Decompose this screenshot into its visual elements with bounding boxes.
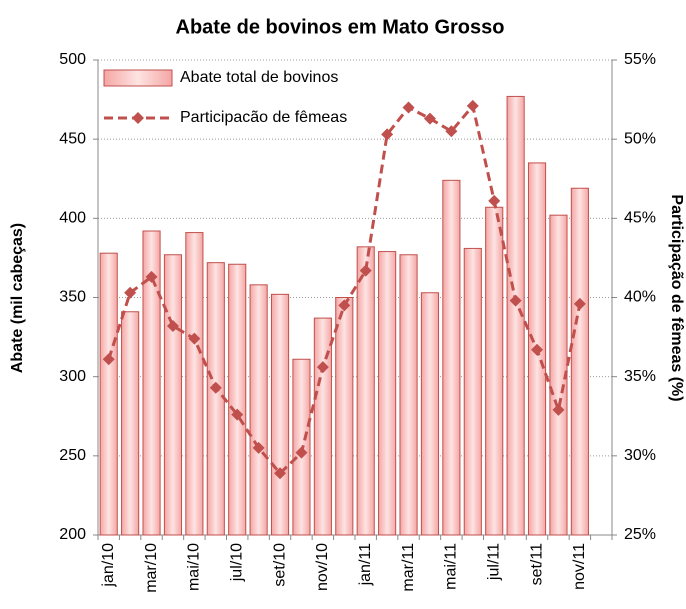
marker xyxy=(445,125,458,138)
y-tick-label: 200 xyxy=(59,526,86,543)
marker xyxy=(573,297,586,310)
y2-tick-label: 55% xyxy=(624,51,656,68)
bar xyxy=(420,292,440,536)
marker xyxy=(338,299,351,312)
bar xyxy=(442,179,461,536)
x-tick-label: mai/11 xyxy=(443,543,460,590)
y2-tick-label: 35% xyxy=(624,368,656,385)
x-tick-label: mar/11 xyxy=(400,543,417,592)
y2-tick-label: 40% xyxy=(624,289,656,306)
bar xyxy=(463,247,482,536)
bar xyxy=(228,263,247,536)
y2-tick-label: 30% xyxy=(624,447,656,464)
y-axis-title: Abate (mil cabeças) xyxy=(9,223,26,373)
x-tick-label: jul/11 xyxy=(485,543,502,581)
y-tick-label: 350 xyxy=(59,289,86,306)
marker xyxy=(402,101,415,114)
bar xyxy=(335,297,354,536)
bar xyxy=(378,251,397,536)
marker xyxy=(552,403,565,416)
marker xyxy=(381,128,394,141)
marker xyxy=(145,270,158,283)
legend-swatch xyxy=(103,69,173,87)
x-tick-label: jan/11 xyxy=(357,543,374,587)
bar xyxy=(570,187,589,536)
bar xyxy=(206,262,225,536)
bar xyxy=(485,206,504,536)
legend-label: Abate total de bovinos xyxy=(180,69,338,86)
legend-marker xyxy=(132,112,144,124)
marker xyxy=(295,446,308,459)
marker xyxy=(166,320,179,332)
bar xyxy=(506,95,525,536)
bar xyxy=(185,232,204,536)
x-tick-label: set/10 xyxy=(271,543,288,587)
bar xyxy=(99,252,118,536)
bar xyxy=(270,293,290,536)
y-tick-label: 500 xyxy=(59,51,86,68)
y2-axis-title: Participação de fêmeas (%) xyxy=(668,194,685,401)
bar xyxy=(399,254,418,536)
marker xyxy=(124,286,137,299)
x-tick-label: mai/10 xyxy=(186,543,203,591)
bar xyxy=(313,317,332,536)
bar xyxy=(121,311,140,536)
marker xyxy=(423,112,436,125)
bar xyxy=(249,284,268,536)
marker xyxy=(274,467,287,480)
marker xyxy=(509,294,522,307)
marker xyxy=(102,353,115,366)
marker xyxy=(359,264,372,277)
marker xyxy=(231,408,244,421)
y2-tick-label: 25% xyxy=(624,526,656,543)
x-tick-label: set/11 xyxy=(528,543,545,586)
x-tick-label: nov/11 xyxy=(571,543,588,590)
y-tick-label: 250 xyxy=(59,447,86,464)
x-tick-label: nov/10 xyxy=(314,543,331,591)
bar xyxy=(142,230,161,536)
y-tick-label: 450 xyxy=(59,130,86,147)
marker xyxy=(488,194,501,207)
y-tick-label: 400 xyxy=(59,210,86,227)
x-tick-label: jan/10 xyxy=(100,543,117,588)
bar xyxy=(549,214,568,536)
marker xyxy=(188,332,201,345)
legend-label: Participacão de fêmeas xyxy=(180,109,347,126)
y-tick-label: 300 xyxy=(59,368,86,385)
marker xyxy=(466,99,479,112)
bar xyxy=(356,246,375,536)
marker xyxy=(252,441,265,454)
bar xyxy=(163,254,183,536)
x-tick-label: jul/10 xyxy=(228,543,245,582)
y2-tick-label: 45% xyxy=(624,210,656,227)
marker xyxy=(316,361,329,374)
x-tick-label: mar/10 xyxy=(143,543,160,593)
marker xyxy=(531,343,544,356)
marker xyxy=(209,381,222,394)
chart-title: Abate de bovinos em Mato Grosso xyxy=(176,16,505,38)
y2-tick-label: 50% xyxy=(624,130,656,147)
